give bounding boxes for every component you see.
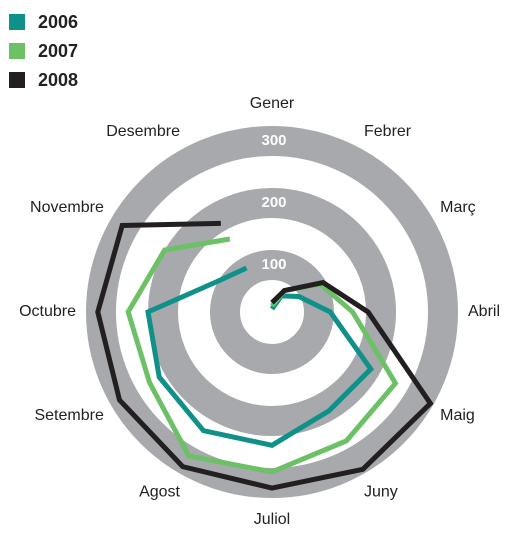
- legend-swatch: [9, 72, 25, 88]
- legend-swatch: [9, 14, 25, 30]
- legend-label: 2007: [38, 41, 78, 61]
- category-label: Setembre: [34, 407, 103, 424]
- series-line: [145, 265, 375, 448]
- r-tick-label: 300: [261, 132, 286, 149]
- grid-ring: [210, 250, 334, 374]
- category-label: Juny: [364, 483, 398, 500]
- r-tick-label: 200: [261, 194, 286, 211]
- category-label: Agost: [139, 483, 180, 500]
- category-label: Gener: [250, 95, 295, 112]
- category-label: Juliol: [254, 511, 290, 528]
- category-label: Desembre: [106, 123, 180, 140]
- grid-ring: [86, 126, 458, 498]
- category-label: Abril: [468, 303, 500, 320]
- category-label: Febrer: [364, 123, 412, 140]
- category-label: Maig: [440, 407, 475, 424]
- legend-swatch: [9, 43, 25, 59]
- category-label: Novembre: [30, 199, 104, 216]
- category-label: Octubre: [19, 303, 76, 320]
- grid-ring: [148, 188, 396, 436]
- legend-label: 2006: [38, 12, 78, 32]
- category-label: Març: [440, 199, 476, 216]
- series-line: [95, 220, 434, 491]
- r-tick-label: 100: [261, 256, 286, 273]
- legend-label: 2008: [38, 70, 78, 90]
